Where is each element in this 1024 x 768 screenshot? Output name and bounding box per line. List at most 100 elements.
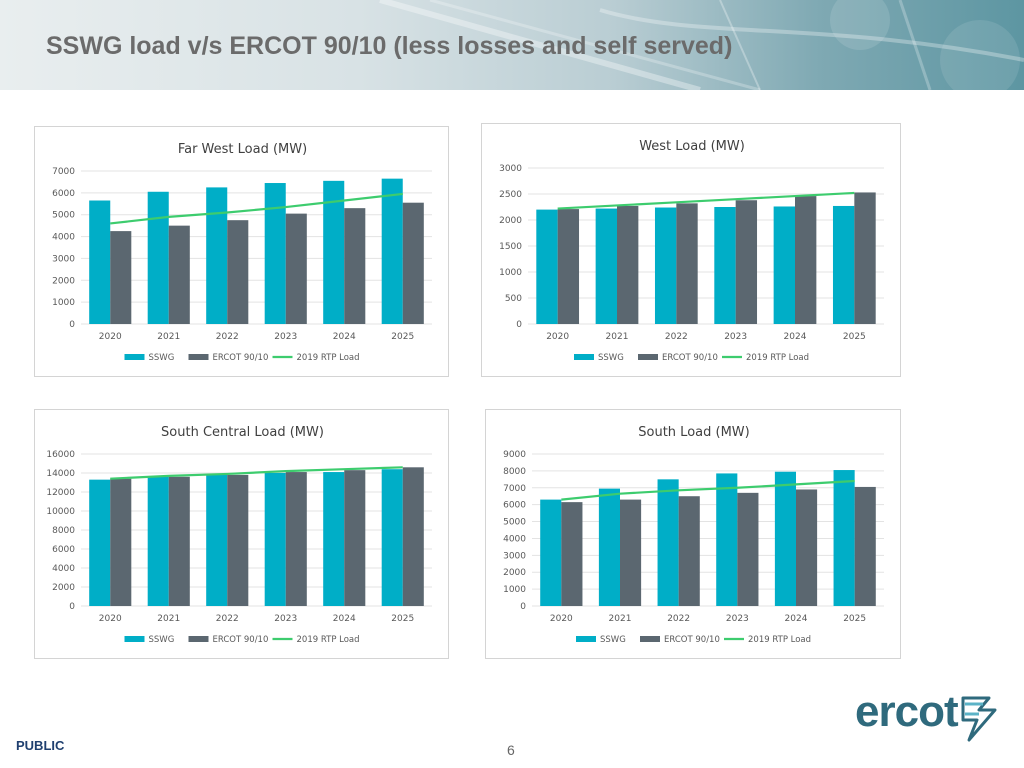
page-number: 6 [507,742,515,758]
lightning-mark-icon [961,696,997,742]
ercot-bar [796,489,818,606]
ercot-bar [737,492,759,606]
x-tick-label: 2023 [274,614,297,624]
chart-title: South Central Load (MW) [161,425,324,440]
sswg-bar [714,207,736,324]
x-tick-label: 2024 [785,614,808,624]
ercot-bar [285,472,307,606]
y-tick-label: 4000 [503,534,526,544]
y-tick-label: 1500 [499,242,522,252]
x-tick-label: 2025 [843,614,866,624]
legend-swatch-sswg [576,636,596,642]
chart-far-west: Far West Load (MW) 0 1000 2000 3000 4000 5000 6… [34,126,449,377]
y-tick-label: 2000 [503,568,526,578]
logo-wordmark: ercot [855,687,959,736]
ercot-bar [344,208,366,324]
sswg-bar [716,473,738,606]
legend-label: 2019 RTP Load [297,635,360,645]
x-tick-label: 2025 [391,614,414,624]
legend-swatch-ercot [640,636,660,642]
x-tick-label: 2021 [606,332,629,342]
chart-west-svg: West Load (MW) 0 500 1000 1500 2000 2500 3000 20… [499,139,884,363]
chart-south-central: South Central Load (MW) 0 2000 4000 6000 8000… [34,409,449,659]
trend-line [561,479,855,501]
legend-swatch-ercot [188,636,209,642]
ercot-bar [795,196,817,324]
y-tick-label: 0 [520,602,526,612]
x-tick-label: 2024 [333,614,356,624]
ercot-bar [854,486,876,606]
sswg-bar [540,499,562,606]
ercot-bar [168,476,190,606]
x-tick-label: 2023 [274,332,297,342]
legend-label: SSWG [149,635,175,645]
footer-public-label: PUBLIC [16,738,65,753]
x-tick-label: 2023 [724,332,747,342]
banner-background-art [379,0,1024,90]
x-tick-label: 2021 [157,332,180,342]
chart-title: Far West Load (MW) [178,142,307,157]
y-tick-label: 0 [69,320,75,330]
chart-south-central-svg: South Central Load (MW) 0 2000 4000 6000 8000… [46,425,432,645]
y-tick-label: 5000 [52,211,75,221]
sswg-bar [206,474,228,606]
sswg-bar [833,470,855,606]
y-tick-label: 3000 [503,551,526,561]
legend-label: SSWG [600,635,626,645]
ercot-logo: ercot [855,688,1005,746]
sswg-bar [657,479,679,606]
legend-swatch-ercot [188,354,209,360]
y-tick-label: 7000 [503,484,526,494]
legend-label: ERCOT 90/10 [213,635,269,645]
y-tick-label: 5000 [503,518,526,528]
x-tick-label: 2020 [99,332,122,342]
sswg-bar [595,208,617,324]
y-tick-label: 16000 [46,450,75,460]
legend-swatch-ercot [638,354,658,360]
ercot-bar [110,231,132,324]
trend-line [557,191,855,210]
y-tick-label: 12000 [46,488,75,498]
legend-label: SSWG [149,353,175,363]
y-tick-label: 10000 [46,507,75,517]
sswg-bar [206,187,228,324]
ercot-bar [678,496,700,606]
sswg-bar [381,178,403,324]
legend-label: ERCOT 90/10 [213,353,269,363]
sswg-bar [89,200,111,324]
y-tick-label: 3000 [52,254,75,264]
ercot-bar [344,470,366,606]
y-tick-label: 1000 [503,585,526,595]
sswg-bar [381,469,403,606]
x-tick-label: 2025 [391,332,414,342]
chart-title: South Load (MW) [638,425,749,440]
sswg-bar [264,473,286,606]
ercot-bar [285,213,307,324]
y-tick-label: 9000 [503,450,526,460]
sswg-bar [323,180,345,324]
x-tick-label: 2022 [216,332,239,342]
trend-line [110,192,403,225]
ercot-bar [676,203,698,324]
sswg-bar [774,471,796,606]
sswg-bar [536,209,558,324]
sswg-bar [147,191,169,324]
sswg-bar [264,183,286,324]
x-tick-label: 2022 [665,332,688,342]
legend-label: ERCOT 90/10 [662,353,718,363]
sswg-bar [773,206,795,324]
chart-west: West Load (MW) 0 500 1000 1500 2000 2500 3000 20… [481,123,901,377]
ercot-bar [557,209,580,324]
x-tick-label: 2021 [157,614,180,624]
header-banner: SSWG load v/s ERCOT 90/10 (less losses a… [0,0,1024,90]
ercot-bar [620,499,642,606]
sswg-bar [598,488,620,606]
x-tick-label: 2024 [333,332,356,342]
x-tick-label: 2022 [667,614,690,624]
sswg-bar [147,476,169,606]
legend-swatch-sswg [124,354,145,360]
x-tick-label: 2023 [726,614,749,624]
y-tick-label: 0 [69,602,75,612]
chart-south: South Load (MW) 0 1000 2000 3000 4000 5000 6000… [485,409,901,659]
y-tick-label: 7000 [52,167,75,177]
